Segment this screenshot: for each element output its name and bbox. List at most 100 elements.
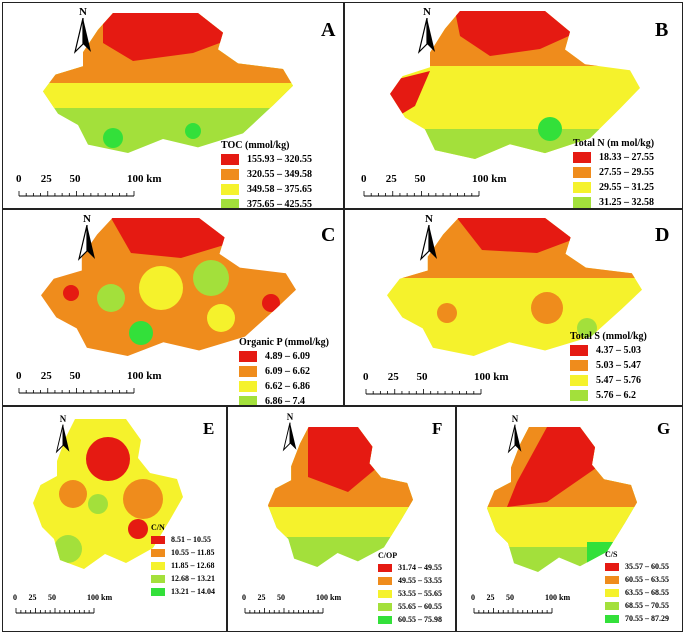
scale-label: 0 <box>13 593 17 602</box>
legend-item: 5.47 – 5.76 <box>570 373 647 388</box>
legend-label: 349.58 – 375.65 <box>247 184 312 195</box>
legend-label: 5.76 – 6.2 <box>596 390 636 401</box>
zone <box>577 318 597 338</box>
north-arrow-icon: N <box>55 415 71 459</box>
panel-g: G N C/S 35.57 – 60.55 60.55 – 63.55 63.55 –… <box>456 406 683 632</box>
zone <box>123 479 163 519</box>
map-c-n <box>33 419 183 569</box>
legend-swatch <box>151 587 165 596</box>
zone <box>97 284 125 312</box>
legend-swatch <box>573 197 591 208</box>
legend-label: 6.86 – 7.4 <box>265 396 305 406</box>
panel-letter: F <box>432 419 443 438</box>
legend-swatch <box>570 375 588 386</box>
panel-letter: A <box>321 19 336 41</box>
panel-letter: E <box>203 419 215 438</box>
legend-label: 375.65 – 425.55 <box>247 199 312 209</box>
legend-swatch <box>378 589 392 598</box>
legend-swatch <box>378 615 392 624</box>
legend-label: 320.55 – 349.58 <box>247 169 312 180</box>
legend-title: TOC (mmol/kg) <box>221 140 290 151</box>
scale-label: 50 <box>506 593 514 602</box>
legend-item: 320.55 – 349.58 <box>221 167 312 182</box>
legend: C/OP 31.74 – 49.55 49.55 – 53.55 53.55 – 55… <box>378 551 442 626</box>
legend-label: 70.55 – 87.29 <box>625 614 669 623</box>
legend-label: 60.55 – 63.55 <box>625 575 669 584</box>
legend-label: 60.55 – 75.98 <box>398 615 442 624</box>
legend-swatch <box>221 169 239 180</box>
legend-label: 31.74 – 49.55 <box>398 563 442 572</box>
legend-label: 35.57 – 60.55 <box>625 562 669 571</box>
legend-item: 27.55 – 29.55 <box>573 165 654 180</box>
legend-item: 5.03 – 5.47 <box>570 358 647 373</box>
legend-item: 375.65 – 425.55 <box>221 197 312 209</box>
scale-line <box>15 608 95 614</box>
legend: C/N 8.51 – 10.55 10.55 – 11.85 11.85 – 12.6… <box>151 523 215 598</box>
legend-label: 29.55 – 31.25 <box>599 182 654 193</box>
legend-item: 49.55 – 53.55 <box>378 574 442 587</box>
panel-letter: G <box>657 419 671 438</box>
scale-label: 50 <box>414 173 426 185</box>
panel-letter: C <box>321 224 336 246</box>
legend-label: 68.55 – 70.55 <box>625 601 669 610</box>
legend-swatch <box>573 182 591 193</box>
legend-item: 63.55 – 68.55 <box>605 586 669 599</box>
scale-label: 25 <box>387 371 399 383</box>
legend-item: 8.51 – 10.55 <box>151 533 215 546</box>
zone <box>262 294 280 312</box>
legend-item: 55.65 – 60.55 <box>378 600 442 613</box>
zone <box>128 519 148 539</box>
legend-item: 29.55 – 31.25 <box>573 180 654 195</box>
scale-label: 100 km <box>127 173 162 185</box>
zone <box>207 304 235 332</box>
legend-swatch <box>570 390 588 401</box>
map-c-op <box>268 427 413 567</box>
north-arrow-shape <box>77 224 95 261</box>
scale-line <box>473 608 553 614</box>
map-c-s <box>487 427 637 572</box>
scale-label: 50 <box>48 593 56 602</box>
legend-label: 27.55 – 29.55 <box>599 167 654 178</box>
zone <box>185 123 201 139</box>
north-label: N <box>423 6 431 18</box>
legend-item: 18.33 – 27.55 <box>573 150 654 165</box>
legend-item: 35.57 – 60.55 <box>605 560 669 573</box>
legend-swatch <box>239 381 257 392</box>
north-label: N <box>425 213 433 225</box>
legend-swatch <box>221 154 239 165</box>
legend-item: 53.55 – 55.65 <box>378 587 442 600</box>
zone <box>63 285 79 301</box>
legend-label: 6.62 – 6.86 <box>265 381 310 392</box>
zone <box>54 535 82 563</box>
legend-item: 349.58 – 375.65 <box>221 182 312 197</box>
scale-label: 50 <box>416 371 428 383</box>
legend-item: 11.85 – 12.68 <box>151 559 215 572</box>
zone <box>455 11 580 56</box>
panel-b: B N Total N (m mol/kg) 18.33 – 27.55 27.55… <box>344 2 683 209</box>
zone <box>88 494 108 514</box>
legend: Total N (m mol/kg) 18.33 – 27.55 27.55 – 2… <box>573 138 654 208</box>
zone <box>531 292 563 324</box>
scale-label: 25 <box>40 173 52 185</box>
legend-item: 10.55 – 11.85 <box>151 546 215 559</box>
legend-item: 13.21 – 14.04 <box>151 585 215 598</box>
scale-label: 50 <box>69 173 81 185</box>
legend-label: 5.03 – 5.47 <box>596 360 641 371</box>
north-label: N <box>79 6 87 18</box>
north-arrow-icon: N <box>507 415 523 459</box>
legend-label: 31.25 – 32.58 <box>599 197 654 208</box>
legend-label: 155.93 – 320.55 <box>247 154 312 165</box>
north-label: N <box>59 414 67 424</box>
scale-label: 25 <box>28 593 37 602</box>
zone <box>507 427 612 507</box>
legend-swatch <box>573 152 591 163</box>
scale-label: 0 <box>471 593 475 602</box>
north-arrow-shape <box>55 424 70 454</box>
legend-swatch <box>151 548 165 557</box>
north-arrow-shape <box>507 424 522 454</box>
legend-swatch <box>605 614 619 623</box>
zone <box>59 480 87 508</box>
scale-line <box>363 191 480 197</box>
panel-letter: D <box>655 224 670 246</box>
scale-label: 100 km <box>545 593 571 602</box>
